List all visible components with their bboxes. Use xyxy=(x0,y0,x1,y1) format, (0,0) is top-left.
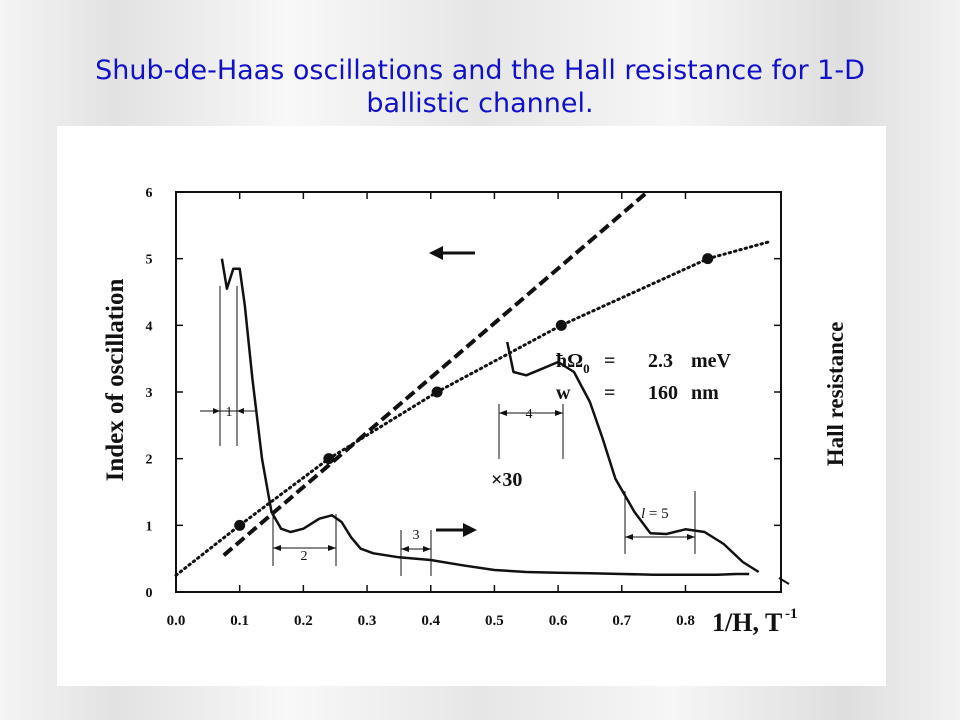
y-tick-label: 4 xyxy=(146,319,153,334)
w-equals: = xyxy=(604,382,615,404)
w-unit: nm xyxy=(691,382,719,404)
index-point xyxy=(323,453,335,465)
hbar-equals: = xyxy=(604,350,615,372)
index-point xyxy=(431,386,443,398)
bracket-5-variable: l xyxy=(641,506,645,522)
bracket-2-label: 2 xyxy=(301,549,308,564)
bracket-4-label: 4 xyxy=(526,407,533,422)
bracket-2-arrow-left xyxy=(273,545,281,551)
series-line-solid-3 xyxy=(505,341,760,574)
y-tick-label: 6 xyxy=(146,186,153,201)
x-axis-label-exponent: -1 xyxy=(785,606,798,622)
series-line-dotted-1 xyxy=(174,240,770,577)
x-tick-label: 0.0 xyxy=(167,613,186,629)
bracket-3-arrow-right xyxy=(423,546,431,552)
index-point xyxy=(555,319,567,331)
y-tick-label: 0 xyxy=(146,586,153,601)
slide-title: Shub-de-Haas oscillations and the Hall r… xyxy=(95,55,865,119)
y-tick-label: 5 xyxy=(146,253,153,268)
bracket-3-arrow-left xyxy=(401,546,409,552)
hbar-omega-label: ħΩ0 xyxy=(556,350,590,376)
bracket-4-arrow-right xyxy=(555,410,563,416)
bracket-5-arrow-left xyxy=(625,534,633,540)
y-tick-label: 3 xyxy=(146,386,153,401)
y-tick-label: 2 xyxy=(146,453,153,468)
bracket-4-arrow-left xyxy=(499,410,507,416)
x-tick-label: 0.3 xyxy=(358,613,377,629)
hbar-omega-subscript: 0 xyxy=(583,361,590,376)
x-tick-label: 0.7 xyxy=(612,613,631,629)
right-axis-label: Hall resistance xyxy=(823,322,848,467)
hbar-unit: meV xyxy=(691,350,732,372)
plot-panel: 0.0 0.1 0.2 0.3 0.4 0.5 0.6 0.7 0.8 0 1 2 3 4 5 6 1/H, T… xyxy=(57,126,886,686)
x-tick-label: 0.2 xyxy=(294,613,313,629)
y-tick-label: 1 xyxy=(146,519,153,534)
left-arrow-head xyxy=(429,246,443,260)
x-tick-label: 0.1 xyxy=(230,613,249,629)
x-tick-label: 0.5 xyxy=(485,613,504,629)
bracket-5-value: = 5 xyxy=(645,506,668,522)
index-point xyxy=(702,253,714,265)
chart: 0.0 0.1 0.2 0.3 0.4 0.5 0.6 0.7 0.8 0 1 2 3 4 5 6 1/H, T… xyxy=(102,186,848,637)
y-axis-label: Index of oscillation xyxy=(102,279,129,482)
series-line-dashed-0 xyxy=(222,190,649,557)
right-arrow-head xyxy=(463,523,477,537)
hbar-omega-symbol: ħΩ xyxy=(556,350,583,372)
bracket-1-label: 1 xyxy=(226,405,233,420)
scale-factor-label: ×30 xyxy=(491,469,522,491)
curve-end-mark xyxy=(778,577,790,585)
x-tick-label: 0.8 xyxy=(676,613,695,629)
bracket-2-arrow-right xyxy=(328,545,336,551)
bracket-5-arrow-right xyxy=(687,534,695,540)
bracket-5-label: l = 5 xyxy=(641,506,669,522)
x-tick-label: 0.6 xyxy=(549,613,568,629)
series-line-solid-2 xyxy=(220,258,750,576)
x-tick-label: 0.4 xyxy=(421,613,440,629)
x-axis-label: 1/H, T xyxy=(712,608,782,637)
bracket-1-arrow-right xyxy=(237,408,244,414)
w-label: w xyxy=(556,382,571,404)
hbar-value: 2.3 xyxy=(648,350,673,372)
index-point xyxy=(234,519,246,531)
bracket-1-arrow-left xyxy=(213,408,220,414)
bracket-3-label: 3 xyxy=(413,528,420,543)
w-value: 160 xyxy=(648,382,678,404)
